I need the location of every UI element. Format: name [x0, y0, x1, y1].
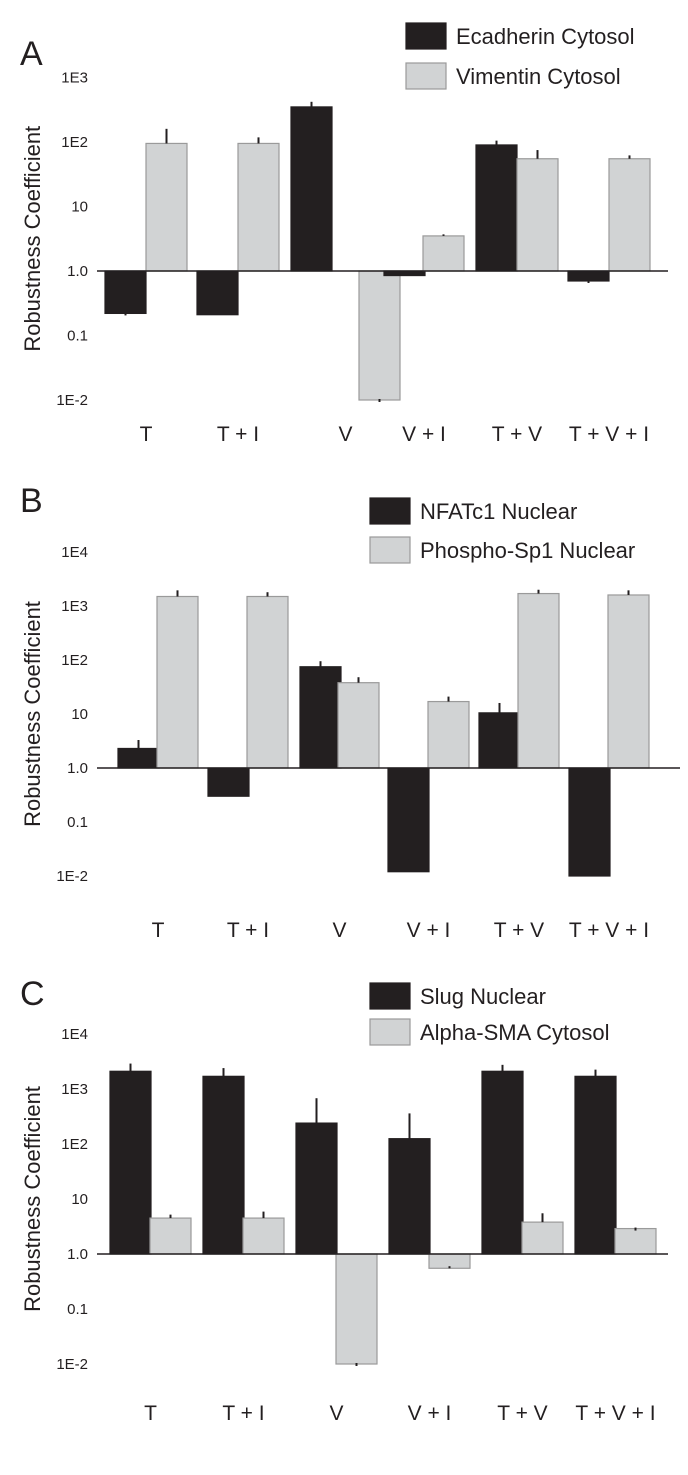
legend-label: Ecadherin Cytosol: [456, 24, 635, 49]
bar-dark-0: [109, 1070, 152, 1255]
bar-dark-2: [290, 106, 333, 272]
y-tick-label: 1E2: [61, 134, 88, 151]
bar-light-5: [614, 1227, 657, 1255]
bar-light-3: [422, 235, 465, 272]
x-category-label: V: [329, 1402, 343, 1425]
x-category-label: T: [140, 423, 153, 446]
x-category-label: T: [152, 919, 165, 942]
legend-label: NFATc1 Nuclear: [420, 499, 577, 524]
legend-swatch-light: [369, 536, 411, 564]
x-category-label: T + V: [497, 1402, 547, 1425]
chart-panel-c: C Robustness Coefficient 1E4 1E3 1E2 10 1.0 0.1…: [20, 975, 668, 1425]
bar-dark-0: [117, 747, 160, 769]
bar-dark-1: [202, 1075, 245, 1255]
bar-dark-4: [478, 712, 521, 769]
y-axis-title: Robustness Coefficient: [20, 601, 45, 827]
legend-swatch-dark: [369, 982, 411, 1010]
y-tick-label: 1E2: [61, 1136, 88, 1153]
y-tick-label: 0.1: [67, 1301, 88, 1318]
y-tick-label: 1.0: [67, 760, 88, 777]
y-tick-label: 1E-2: [56, 392, 88, 409]
y-axis-title: Robustness Coefficient: [20, 126, 45, 352]
y-tick-label: 1E4: [61, 544, 88, 561]
bar-light-0: [156, 595, 199, 769]
bar-dark-4: [475, 144, 518, 272]
x-category-label: T: [144, 1402, 157, 1425]
y-tick-label: 0.1: [67, 328, 88, 345]
y-tick-label: 10: [71, 706, 88, 723]
chart-panel-b: B Robustness Coefficient 1E4 1E3 1E2 10 1.0 0.1…: [20, 482, 680, 942]
bar-dark-2: [299, 666, 342, 769]
x-category-label: V: [338, 423, 352, 446]
y-tick-label: 1E4: [61, 1026, 88, 1043]
x-category-label: T + V + I: [569, 919, 649, 942]
x-category-label: V: [332, 919, 346, 942]
y-tick-label: 1E-2: [56, 1356, 88, 1373]
x-category-label: T + I: [222, 1402, 264, 1425]
y-tick-label: 1E-2: [56, 868, 88, 885]
y-tick-label: 1E3: [61, 598, 88, 615]
chart-panel-a: A Robustness Coefficient 1E3 1E2 10 1.0 0.1 1E-…: [20, 22, 668, 446]
bar-light-4: [517, 592, 560, 769]
y-axis-title: Robustness Coefficient: [20, 1086, 45, 1312]
bar-light-4: [516, 158, 559, 272]
x-category-label: V + I: [407, 919, 451, 942]
bar-light-0: [145, 142, 188, 272]
legend-label: Alpha-SMA Cytosol: [420, 1020, 610, 1045]
bar-dark-0: [104, 270, 147, 315]
y-tick-label: 1E3: [61, 70, 88, 87]
x-category-label: T + V: [494, 919, 544, 942]
bar-light-0: [149, 1217, 192, 1255]
bar-light-1: [246, 595, 289, 769]
bar-dark-1: [207, 767, 250, 797]
bar-light-4: [521, 1221, 564, 1255]
x-category-label: T + I: [227, 919, 269, 942]
x-category-label: T + V: [492, 423, 542, 446]
x-category-label: T + V + I: [569, 423, 649, 446]
x-category-label: V + I: [402, 423, 446, 446]
bar-light-5: [608, 158, 651, 272]
bar-dark-2: [295, 1122, 338, 1255]
bar-light-3: [428, 1253, 471, 1269]
bar-dark-1: [196, 270, 239, 316]
bar-dark-5: [574, 1075, 617, 1255]
panel-letter: B: [20, 482, 43, 520]
bar-light-1: [237, 142, 280, 272]
bar-dark-3: [388, 1138, 431, 1255]
legend-swatch-light: [405, 62, 447, 90]
y-tick-label: 10: [71, 199, 88, 216]
bar-light-2: [358, 270, 401, 401]
y-tick-label: 1E3: [61, 1081, 88, 1098]
legend-swatch-dark: [405, 22, 447, 50]
legend-label: Slug Nuclear: [420, 984, 546, 1009]
bar-dark-4: [481, 1070, 524, 1255]
bar-light-2: [337, 682, 380, 769]
bar-dark-3: [387, 767, 430, 873]
y-tick-label: 0.1: [67, 814, 88, 831]
x-category-label: V + I: [408, 1402, 452, 1425]
y-tick-label: 1.0: [67, 263, 88, 280]
legend-swatch-dark: [369, 497, 411, 525]
x-category-label: T + I: [217, 423, 259, 446]
x-category-label: T + V + I: [575, 1402, 655, 1425]
panel-letter: A: [20, 35, 43, 73]
legend-swatch-light: [369, 1018, 411, 1046]
y-tick-label: 1E2: [61, 652, 88, 669]
y-tick-label: 10: [71, 1191, 88, 1208]
bar-light-1: [242, 1217, 285, 1255]
legend-label: Vimentin Cytosol: [456, 64, 621, 89]
bar-light-5: [607, 594, 650, 769]
bar-light-3: [427, 700, 470, 769]
bar-light-2: [335, 1253, 378, 1365]
panel-letter: C: [20, 975, 45, 1013]
legend-label: Phospho-Sp1 Nuclear: [420, 538, 635, 563]
y-tick-label: 1.0: [67, 1246, 88, 1263]
bar-dark-5: [567, 270, 610, 282]
bar-dark-5: [568, 767, 611, 877]
